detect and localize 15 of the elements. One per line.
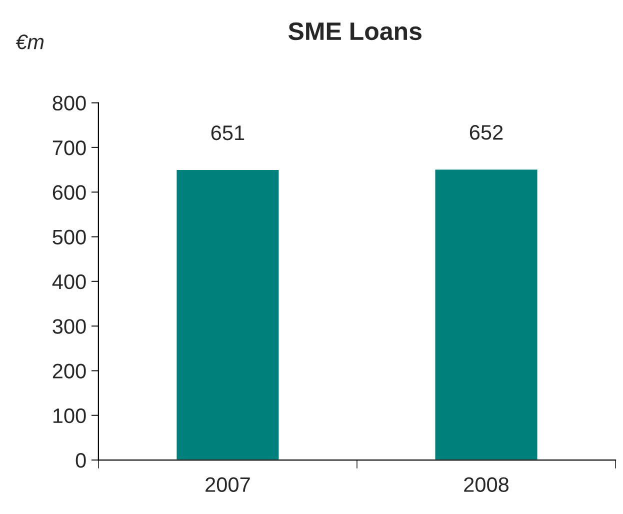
y-tick-label: 0 [76,453,86,468]
y-tick-label: 500 [52,230,86,245]
y-tick-label: 600 [52,185,86,200]
x-tick-label: 2008 [464,477,509,492]
y-tick-label: 100 [53,408,86,424]
y-tick-label: 200 [52,364,86,378]
data-label: 652 [470,125,503,140]
y-axis-title: €m [16,34,44,50]
x-tick-label: 2007 [206,477,250,492]
y-tick-label: 800 [52,96,86,111]
y-tick-label: 400 [52,274,86,290]
data-label: 651 [211,125,244,140]
y-tick-label: 300 [52,319,86,334]
chart-title: SME Loans [288,22,422,40]
y-tick-label: 700 [52,140,86,156]
